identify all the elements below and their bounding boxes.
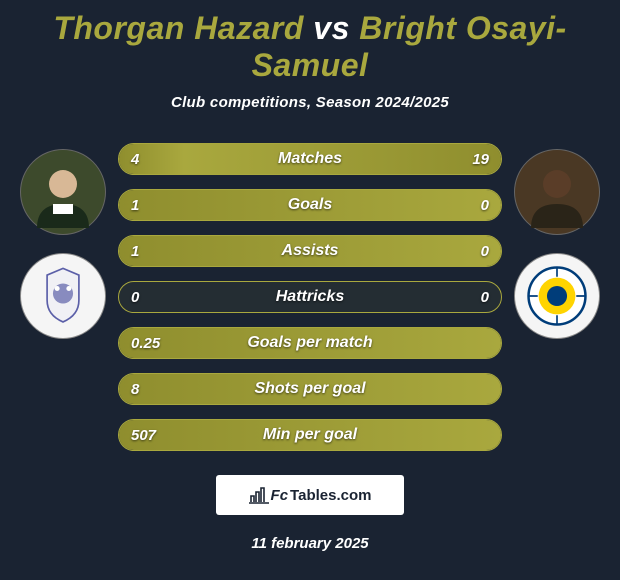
player2-avatar bbox=[514, 149, 600, 235]
stat-value-left: 507 bbox=[131, 420, 156, 450]
comparison-content: Matches419Goals10Assists10Hattricks00Goa… bbox=[0, 139, 620, 451]
brand-logo[interactable]: FcTables.com bbox=[216, 475, 404, 515]
stat-value-left: 0.25 bbox=[131, 328, 160, 358]
stat-value-left: 0 bbox=[131, 282, 139, 312]
vs-label: vs bbox=[313, 10, 350, 46]
person-icon bbox=[521, 156, 593, 228]
stat-row: Hattricks00 bbox=[118, 281, 502, 313]
stat-bars: Matches419Goals10Assists10Hattricks00Goa… bbox=[118, 139, 502, 451]
stat-row: Min per goal507 bbox=[118, 419, 502, 451]
player2-club-crest bbox=[514, 253, 600, 339]
bar-right-fill bbox=[184, 144, 501, 174]
bar-left-fill bbox=[119, 236, 501, 266]
date-label: 11 february 2025 bbox=[0, 535, 620, 552]
stat-value-left: 4 bbox=[131, 144, 139, 174]
bar-left-fill bbox=[119, 190, 501, 220]
player1-club-crest bbox=[20, 253, 106, 339]
crest-icon bbox=[27, 260, 99, 332]
left-column bbox=[8, 139, 118, 451]
stat-value-left: 1 bbox=[131, 190, 139, 220]
brand-prefix: Fc bbox=[271, 487, 289, 504]
crest-icon bbox=[521, 260, 593, 332]
bar-left-fill bbox=[119, 144, 184, 174]
stat-row: Shots per goal8 bbox=[118, 373, 502, 405]
page-title: Thorgan Hazard vs Bright Osayi-Samuel bbox=[0, 0, 620, 84]
stat-value-left: 1 bbox=[131, 236, 139, 266]
stat-value-right: 0 bbox=[481, 236, 489, 266]
stat-row: Goals10 bbox=[118, 189, 502, 221]
bar-empty bbox=[119, 282, 501, 312]
stat-row: Assists10 bbox=[118, 235, 502, 267]
stat-value-right: 0 bbox=[481, 282, 489, 312]
stat-value-right: 19 bbox=[472, 144, 489, 174]
stat-value-right: 0 bbox=[481, 190, 489, 220]
person-icon bbox=[27, 156, 99, 228]
stat-value-left: 8 bbox=[131, 374, 139, 404]
bar-left-fill bbox=[119, 374, 501, 404]
chart-icon bbox=[249, 486, 269, 504]
player1-avatar bbox=[20, 149, 106, 235]
right-column bbox=[502, 139, 612, 451]
stat-row: Matches419 bbox=[118, 143, 502, 175]
subtitle: Club competitions, Season 2024/2025 bbox=[0, 94, 620, 111]
bar-left-fill bbox=[119, 420, 501, 450]
stat-row: Goals per match0.25 bbox=[118, 327, 502, 359]
bar-left-fill bbox=[119, 328, 501, 358]
player1-name: Thorgan Hazard bbox=[53, 10, 304, 46]
brand-text: Tables.com bbox=[290, 487, 371, 504]
